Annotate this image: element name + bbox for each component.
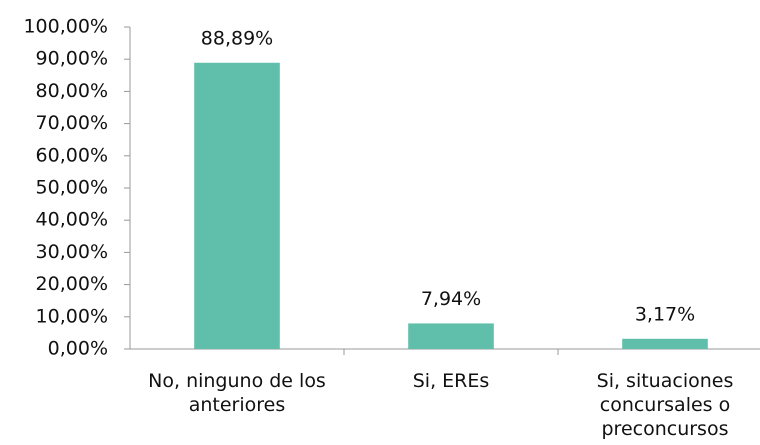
y-tick-label: 90,00%	[36, 48, 108, 70]
y-tick-label: 20,00%	[36, 273, 108, 295]
x-tick-label: No, ninguno de los anteriores	[148, 370, 326, 416]
y-tick-label: 40,00%	[36, 209, 108, 231]
bar	[622, 338, 708, 349]
y-tick-label: 50,00%	[36, 177, 108, 199]
y-tick-label: 10,00%	[36, 305, 108, 327]
x-tick-label: Si, situaciones concursales o preconcurs…	[596, 370, 734, 440]
y-tick-label: 100,00%	[23, 16, 108, 38]
x-tick-label: Si, EREs	[412, 370, 490, 392]
y-tick-label: 0,00%	[48, 338, 108, 360]
data-label: 88,89%	[201, 27, 273, 49]
bar	[194, 62, 280, 349]
data-label: 7,94%	[421, 288, 481, 310]
y-tick-label: 60,00%	[36, 144, 108, 166]
data-label: 3,17%	[635, 303, 695, 325]
y-tick-label: 70,00%	[36, 112, 108, 134]
y-tick-label: 30,00%	[36, 241, 108, 263]
bar	[408, 323, 494, 349]
y-tick-label: 80,00%	[36, 80, 108, 102]
